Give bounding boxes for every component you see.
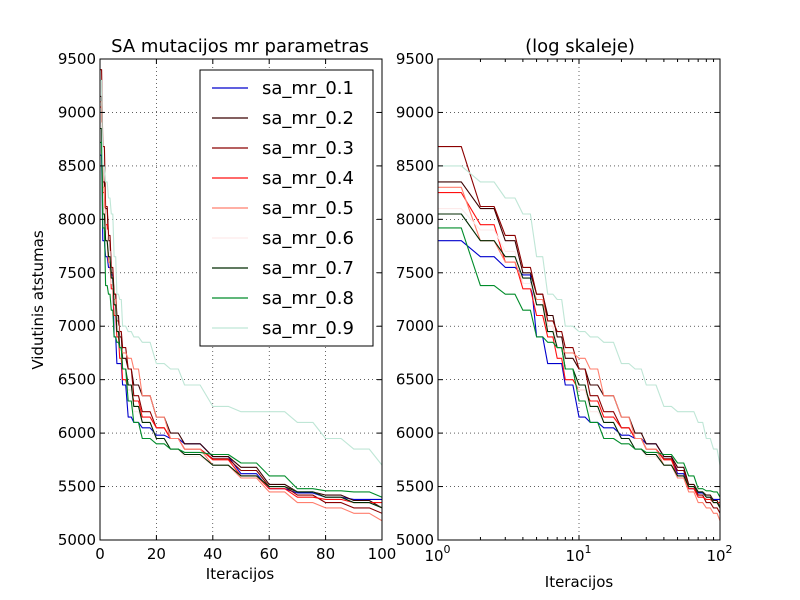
y-tick-label: 6000 xyxy=(396,424,434,442)
log-chart-x-ticks: 10 0 10 1 10 2 xyxy=(424,59,733,565)
linear-chart-x-ticks: 0 20 40 60 80 100 xyxy=(95,59,396,563)
legend-entries: sa_mr_0.1 sa_mr_0.2 sa_mr_0.3 sa_mr_0.4 sa_m… xyxy=(212,78,354,339)
x-tick-label: 40 xyxy=(203,545,222,563)
x-tick-label: 10 xyxy=(424,547,443,565)
y-tick-label: 9500 xyxy=(396,50,434,68)
x-tick-exponent: 0 xyxy=(444,543,451,556)
legend-label: sa_mr_0.1 xyxy=(262,78,354,99)
y-tick-label: 7000 xyxy=(396,317,434,335)
y-tick-label: 9500 xyxy=(58,50,96,68)
y-tick-label: 5000 xyxy=(396,531,434,549)
y-tick-label: 5500 xyxy=(58,478,96,496)
x-tick-label: 60 xyxy=(260,545,279,563)
x-tick-label: 80 xyxy=(316,545,335,563)
x-tick-label: 0 xyxy=(95,545,105,563)
series-line-sa-mr-0-8 xyxy=(100,141,382,498)
series-line-sa-mr-0-9 xyxy=(100,79,382,466)
legend-label: sa_mr_0.5 xyxy=(262,198,354,219)
linear-chart-y-axis-label: Vidutinis atstumas xyxy=(29,230,47,370)
x-tick-exponent: 1 xyxy=(585,543,592,556)
y-tick-label: 5000 xyxy=(58,531,96,549)
legend-label: sa_mr_0.7 xyxy=(262,258,354,279)
log-chart: (log skaleje) 10 0 10 1 10 2 5000550060006500… xyxy=(396,36,733,591)
log-chart-series-group xyxy=(438,146,720,521)
y-tick-label: 9000 xyxy=(58,103,96,121)
y-tick-label: 6000 xyxy=(58,424,96,442)
log-chart-grid xyxy=(437,58,721,541)
linear-chart-x-axis-label: Iteracijos xyxy=(206,565,275,583)
legend-label: sa_mr_0.2 xyxy=(262,108,354,129)
series-line-sa-mr-0-3 xyxy=(438,146,720,514)
y-tick-label: 8000 xyxy=(396,210,434,228)
linear-chart-series-group xyxy=(100,69,382,522)
y-tick-label: 7500 xyxy=(58,264,96,282)
series-line-sa-mr-0-9 xyxy=(438,165,720,466)
series-line-sa-mr-0-4 xyxy=(438,192,720,504)
log-chart-y-ticks: 5000 5500 6000 6500 7000 7500 8000 8500 9000 9500 xyxy=(396,50,720,549)
legend-label: sa_mr_0.6 xyxy=(262,228,354,249)
x-tick-label: 100 xyxy=(368,545,397,563)
y-tick-label: 8500 xyxy=(58,157,96,175)
linear-chart-title: SA mutacijos mr parametras xyxy=(111,36,369,57)
x-tick-label: 20 xyxy=(147,545,166,563)
series-line-sa-mr-0-7 xyxy=(438,213,720,509)
x-tick-label: 10 xyxy=(706,547,725,565)
y-tick-label: 5500 xyxy=(396,478,434,496)
linear-chart-frame xyxy=(99,58,383,541)
y-tick-label: 6500 xyxy=(396,371,434,389)
y-tick-label: 9000 xyxy=(396,103,434,121)
log-chart-x-axis-label: Iteracijos xyxy=(545,573,614,591)
y-tick-label: 7000 xyxy=(58,317,96,335)
log-chart-title: (log skaleje) xyxy=(525,36,635,57)
y-tick-label: 7500 xyxy=(396,264,434,282)
x-tick-label: 10 xyxy=(565,547,584,565)
linear-chart: SA mutacijos mr parametras 0 20 40 60 80 100 … xyxy=(29,36,396,583)
series-line-sa-mr-0-7 xyxy=(100,127,382,509)
y-tick-label: 8000 xyxy=(58,210,96,228)
legend-label: sa_mr_0.8 xyxy=(262,288,354,309)
legend: sa_mr_0.1 sa_mr_0.2 sa_mr_0.3 sa_mr_0.4 sa_m… xyxy=(199,69,374,347)
legend-label: sa_mr_0.3 xyxy=(262,138,354,159)
legend-label: sa_mr_0.4 xyxy=(262,168,354,189)
linear-chart-y-ticks: 5000 5500 6000 6500 7000 7500 8000 8500 9000 9500 xyxy=(58,50,382,549)
y-tick-label: 6500 xyxy=(58,371,96,389)
legend-label: sa_mr_0.9 xyxy=(262,318,354,339)
x-tick-exponent: 2 xyxy=(726,543,733,556)
series-line-sa-mr-0-8 xyxy=(438,227,720,498)
y-tick-label: 8500 xyxy=(396,157,434,175)
